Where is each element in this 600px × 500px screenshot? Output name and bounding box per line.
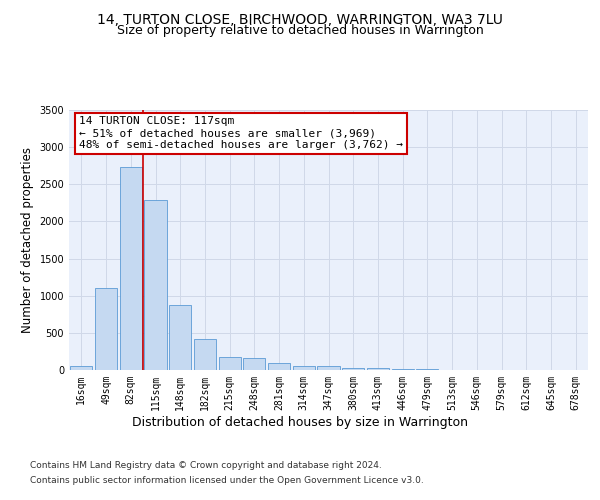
Bar xyxy=(293,366,315,370)
Bar xyxy=(243,358,265,370)
Bar xyxy=(367,368,389,370)
Bar xyxy=(169,304,191,370)
Text: Contains HM Land Registry data © Crown copyright and database right 2024.: Contains HM Land Registry data © Crown c… xyxy=(30,461,382,470)
Bar xyxy=(317,366,340,370)
Text: Contains public sector information licensed under the Open Government Licence v3: Contains public sector information licen… xyxy=(30,476,424,485)
Bar xyxy=(392,368,414,370)
Text: 14, TURTON CLOSE, BIRCHWOOD, WARRINGTON, WA3 7LU: 14, TURTON CLOSE, BIRCHWOOD, WARRINGTON,… xyxy=(97,12,503,26)
Bar xyxy=(268,364,290,370)
Y-axis label: Number of detached properties: Number of detached properties xyxy=(21,147,34,333)
Bar xyxy=(416,369,439,370)
Text: Size of property relative to detached houses in Warrington: Size of property relative to detached ho… xyxy=(116,24,484,37)
Bar xyxy=(145,200,167,370)
Bar xyxy=(119,167,142,370)
Text: Distribution of detached houses by size in Warrington: Distribution of detached houses by size … xyxy=(132,416,468,429)
Text: 14 TURTON CLOSE: 117sqm
← 51% of detached houses are smaller (3,969)
48% of semi: 14 TURTON CLOSE: 117sqm ← 51% of detache… xyxy=(79,116,403,150)
Bar xyxy=(342,368,364,370)
Bar xyxy=(95,288,117,370)
Bar xyxy=(218,358,241,370)
Bar xyxy=(70,366,92,370)
Bar xyxy=(194,339,216,370)
